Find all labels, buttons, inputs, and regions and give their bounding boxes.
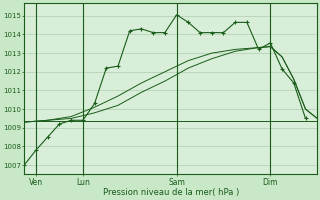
X-axis label: Pression niveau de la mer( hPa ): Pression niveau de la mer( hPa ): [103, 188, 239, 197]
